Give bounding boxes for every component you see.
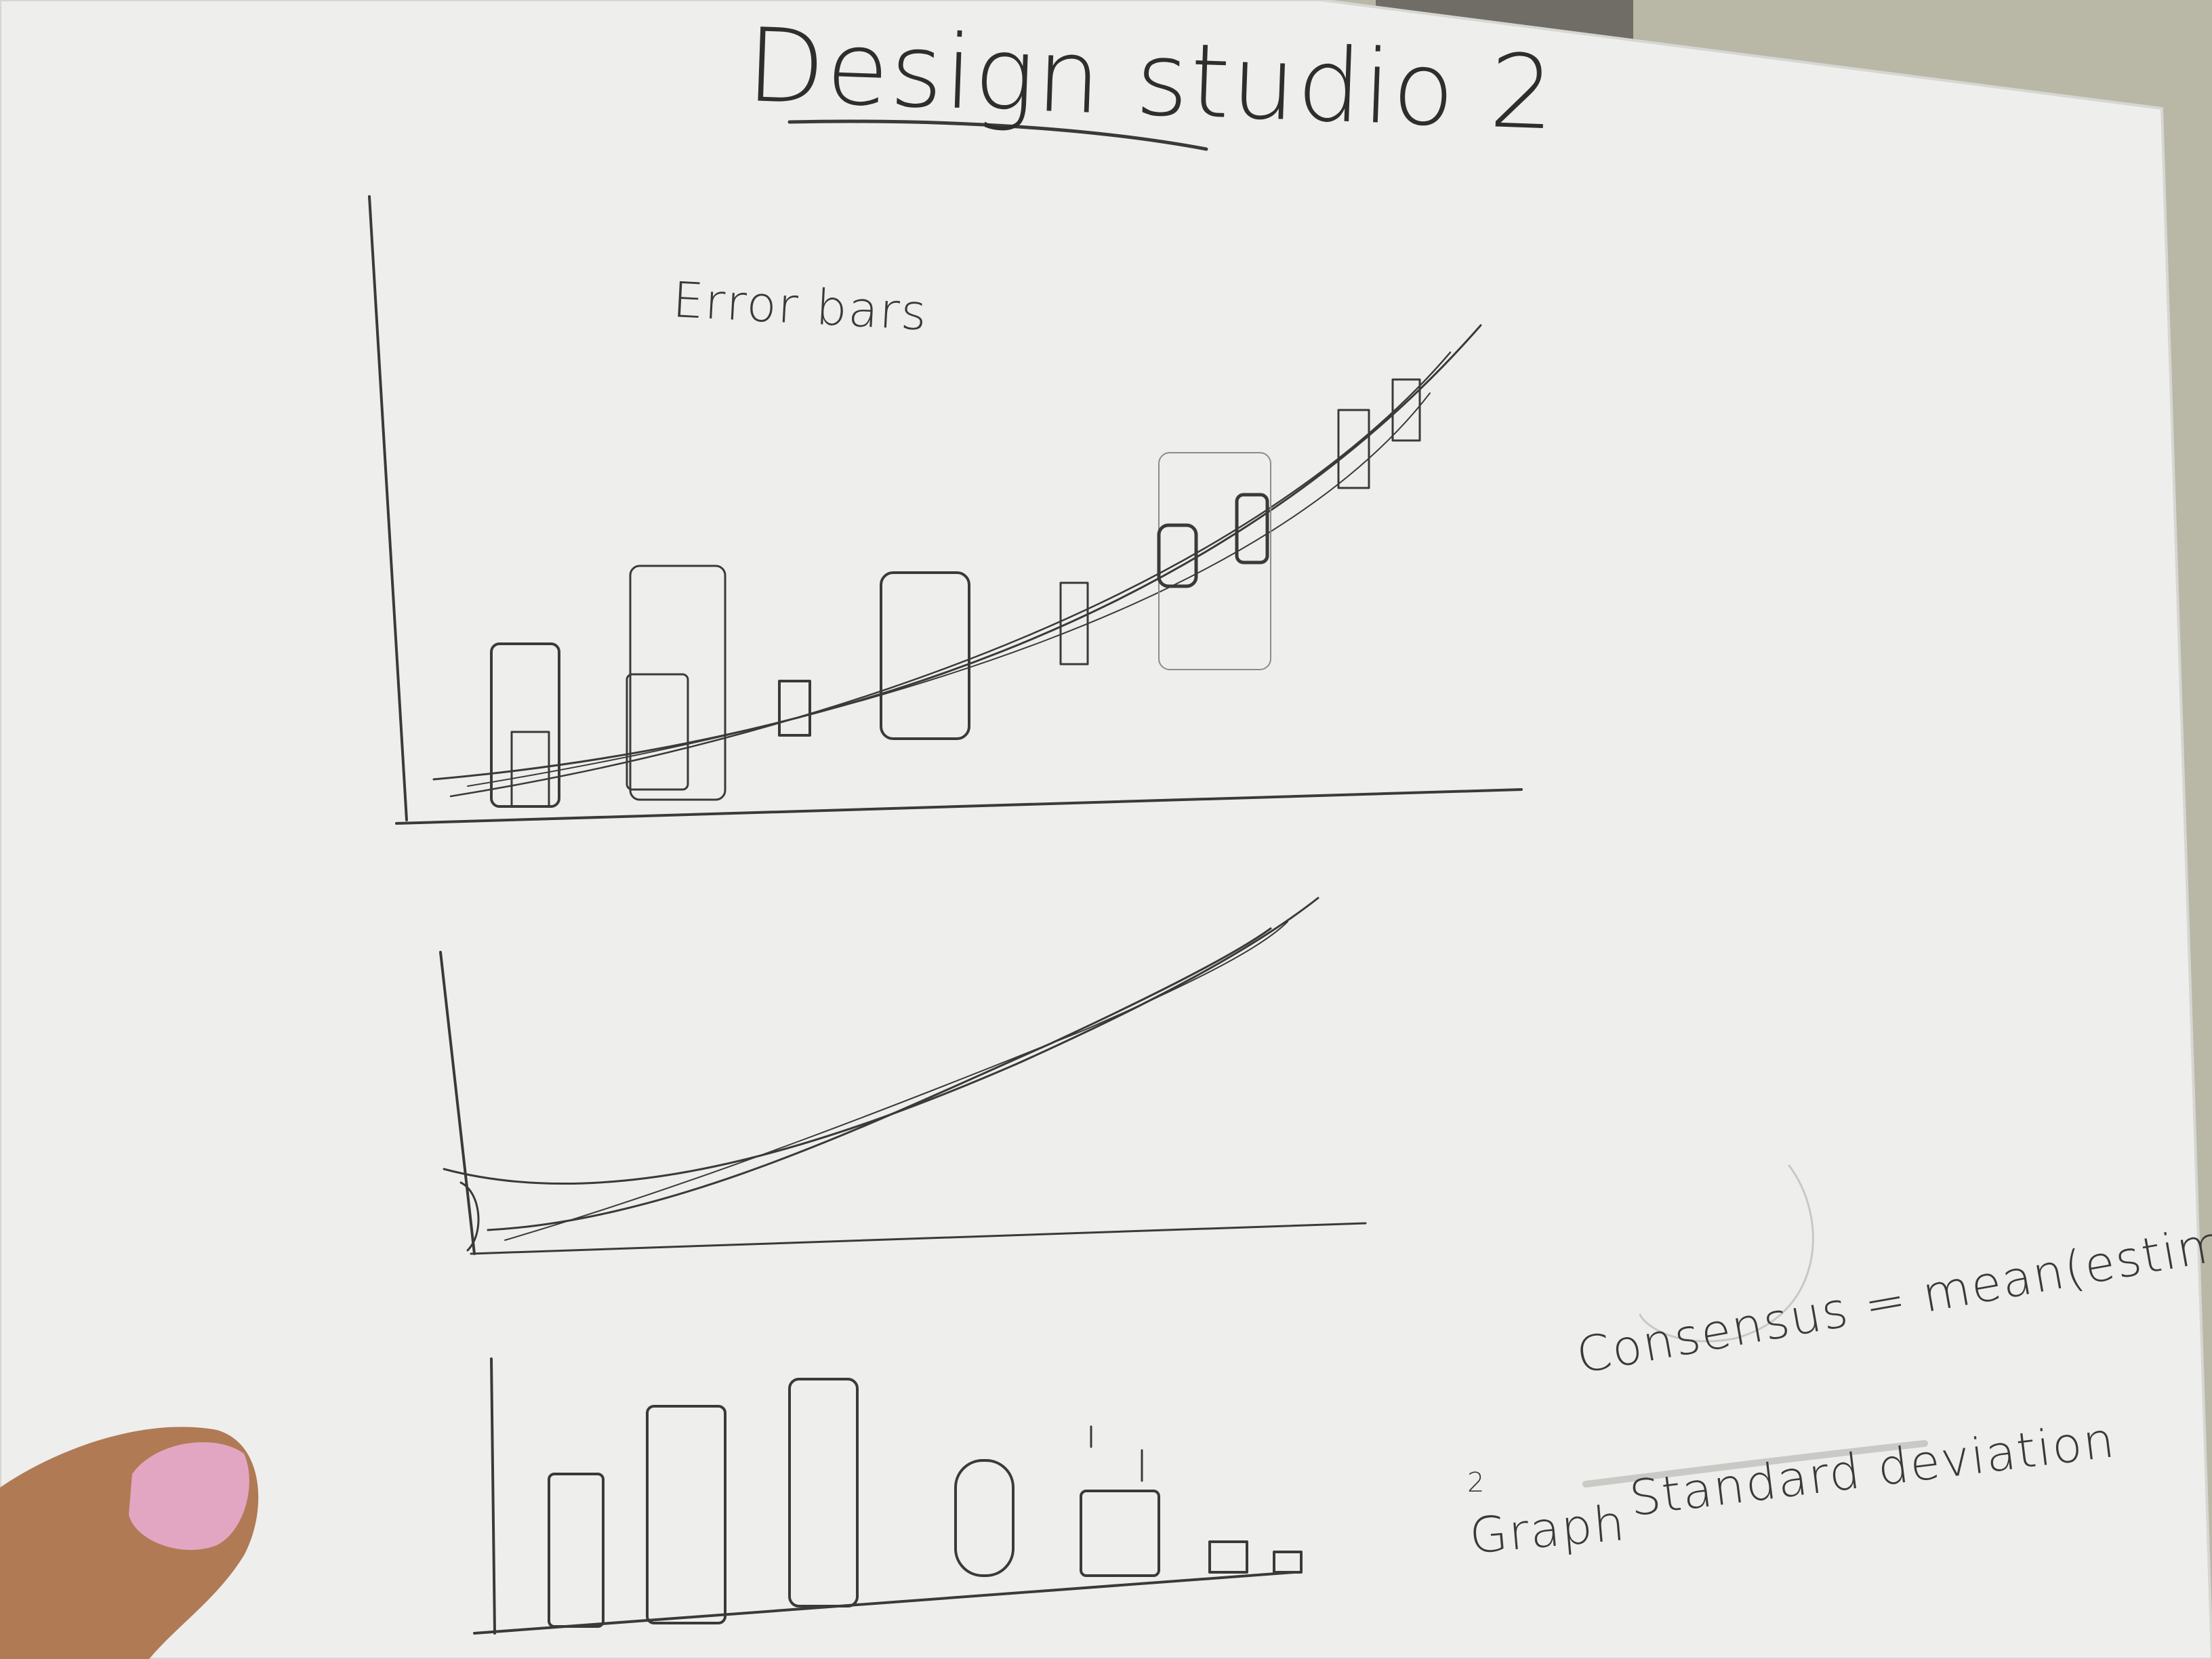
sketch2-y-axis <box>439 951 476 1255</box>
sketch3-bar-4 <box>954 1459 1015 1577</box>
sketch1-error-bar-4 <box>880 571 970 740</box>
sketch1-error-bar-5 <box>1059 581 1089 665</box>
sketch1-error-bar-9 <box>1391 378 1421 442</box>
sketch2-curve-2 <box>487 927 1272 1231</box>
sketch3-bar-1 <box>548 1473 605 1628</box>
sketch1-trend-line-3 <box>467 392 1431 787</box>
sketch1-x-axis <box>395 788 1523 825</box>
sketch1-bar-7 <box>1235 493 1269 565</box>
finger <box>0 1427 259 1659</box>
sketch3-bar-5 <box>1080 1490 1160 1577</box>
sketch3-bar-2 <box>646 1405 726 1624</box>
title-underline <box>787 119 1208 151</box>
sketch2-curve-1 <box>443 897 1319 1185</box>
sketch3-x-axis <box>473 1571 1296 1635</box>
sketch3-y-axis <box>490 1357 496 1635</box>
bar-chart-sketch <box>473 1357 1303 1635</box>
sketch2-bracket <box>459 1181 480 1252</box>
graph-marker: 2 <box>1467 1467 1486 1498</box>
sketch1-bar-2 <box>626 673 689 791</box>
sketch1-error-bar-3 <box>778 680 811 737</box>
sketch1-bar-1 <box>510 731 550 808</box>
sketch1-trend-line-1 <box>432 324 1482 781</box>
sketch3-bar-3 <box>788 1378 859 1607</box>
sketch1-bar-6 <box>1157 523 1198 588</box>
sketch2-x-axis <box>470 1222 1367 1255</box>
sketch1-y-axis <box>368 195 408 821</box>
sketch2-curve-3 <box>504 921 1288 1241</box>
faint-arc <box>1639 1164 1814 1343</box>
fingernail <box>129 1442 249 1551</box>
sketch1-error-bar-8 <box>1337 409 1370 489</box>
curve-sketch <box>439 897 1367 1255</box>
sketch1-error-bar-2 <box>629 565 726 801</box>
sketch3-bar-7 <box>1273 1551 1303 1574</box>
sketch3-bar-6 <box>1208 1540 1248 1574</box>
erased-text <box>1582 1440 1928 1488</box>
error-bars-sketch <box>368 195 1523 825</box>
